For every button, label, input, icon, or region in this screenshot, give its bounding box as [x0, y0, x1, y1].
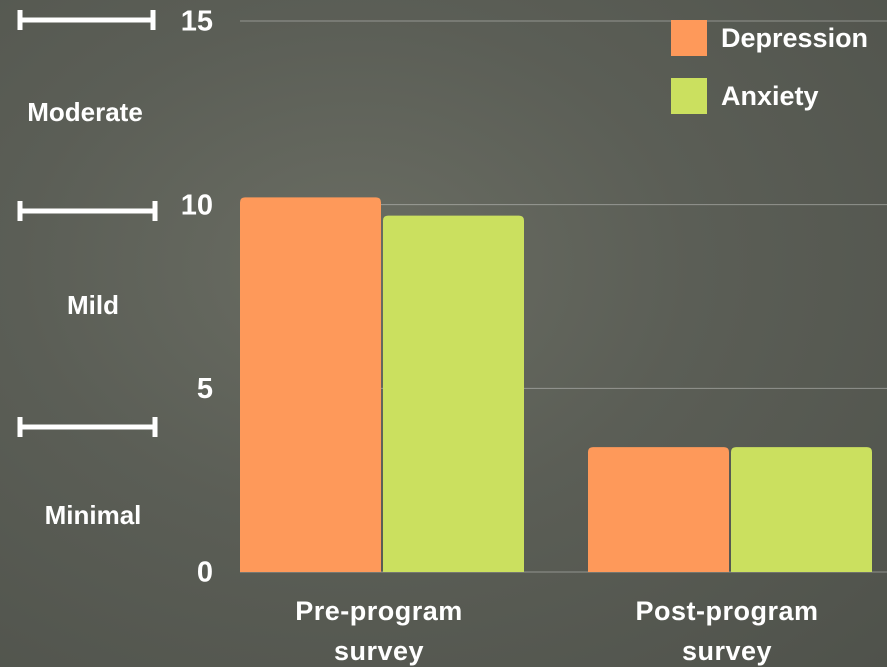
- x-tick-label: Post-program survey: [607, 591, 847, 671]
- bar: [588, 447, 729, 572]
- legend-swatch: [671, 78, 707, 114]
- x-tick-label: Pre-program survey: [259, 591, 499, 671]
- y-tick-label: 15: [181, 6, 213, 38]
- bar: [383, 216, 524, 572]
- legend-label: Anxiety: [721, 81, 819, 111]
- severity-label: Moderate: [0, 97, 170, 128]
- severity-label: Mild: [8, 290, 178, 321]
- legend-swatch: [671, 20, 707, 56]
- severity-label: Minimal: [8, 500, 178, 531]
- y-tick-label: 0: [197, 557, 213, 589]
- bar: [731, 447, 872, 572]
- page: 0 5 10 15 Depression Anxiety Moderate Mild Mi…: [0, 0, 887, 667]
- bar: [240, 197, 381, 572]
- scale-brackets: [20, 10, 155, 437]
- y-tick-label: 10: [181, 189, 213, 221]
- y-tick-label: 5: [197, 373, 213, 405]
- legend-label: Depression: [721, 23, 868, 53]
